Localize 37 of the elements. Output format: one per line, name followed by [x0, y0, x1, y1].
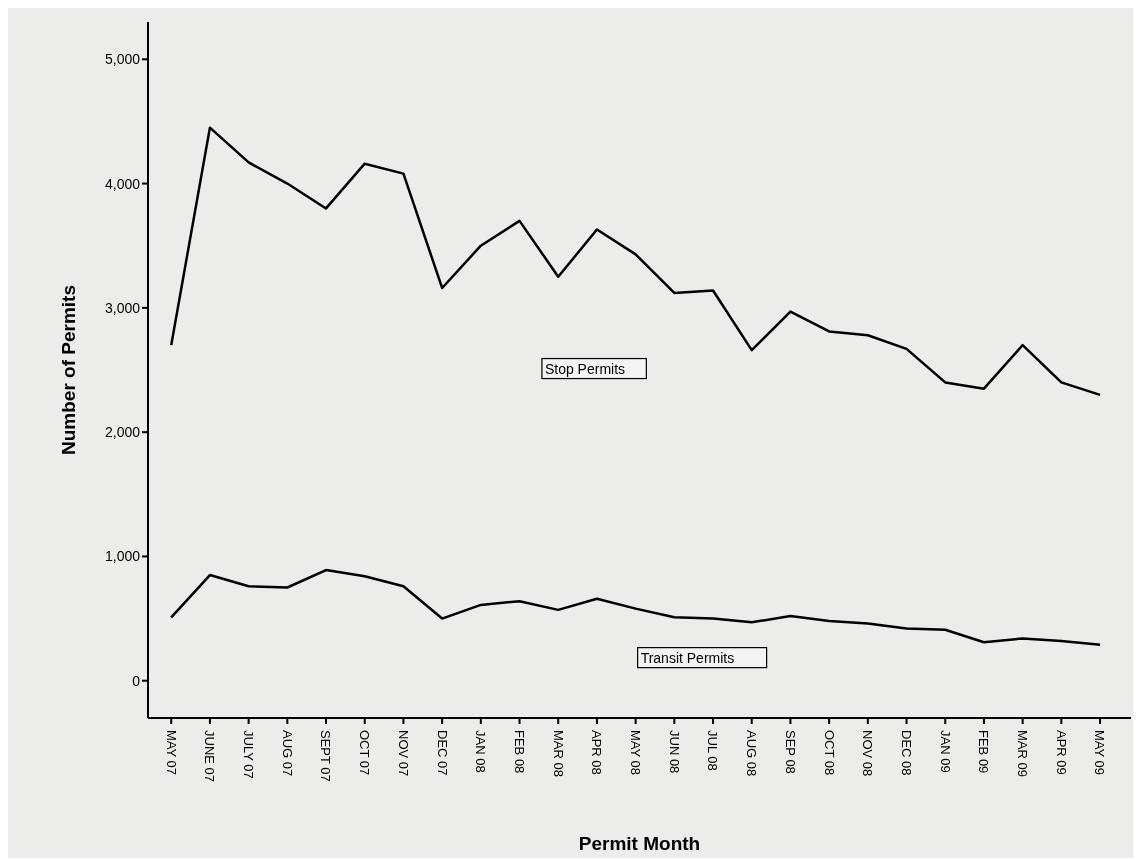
x-tick-label: MAR 09: [1015, 730, 1031, 777]
x-tick-label: JAN 08: [473, 730, 489, 773]
x-tick-label: NOV 08: [860, 730, 876, 777]
line-series: [169, 568, 1102, 646]
x-tick-label: FEB 08: [511, 730, 527, 774]
x-tick-label: AUG 07: [279, 730, 295, 777]
y-tick-label: 5,000: [104, 51, 141, 68]
x-axis-title: Permit Month: [578, 833, 701, 854]
x-tick-label: MAY 09: [1092, 730, 1108, 776]
x-tick-label: FEB 09: [976, 730, 992, 774]
line-series: [169, 126, 1102, 397]
y-tick-label: 0: [132, 672, 141, 689]
x-tick-label: JUL 08: [705, 730, 721, 771]
x-tick-label: JUN 08: [666, 730, 682, 774]
x-tick-label: MAY 08: [628, 730, 644, 776]
x-tick-label: AUG 08: [744, 730, 760, 777]
x-tick-label: OCT 08: [821, 730, 837, 776]
x-tick-label: SEPT 07: [318, 730, 334, 782]
x-tick-label: JUNE 07: [202, 730, 218, 783]
x-tick-label: DEC 07: [434, 730, 450, 776]
y-axis-title: Number of Permits: [57, 285, 79, 455]
x-tick-label: APR 08: [589, 730, 605, 775]
x-tick-label: NOV 07: [395, 730, 411, 777]
y-tick-label: 4,000: [104, 175, 141, 192]
x-tick-label: JAN 09: [937, 730, 953, 773]
x-tick-label: MAY 07: [163, 730, 179, 776]
text: Transit Permits: [640, 649, 735, 666]
x-tick-label: JULY 07: [241, 730, 257, 779]
y-tick-label: 1,000: [104, 548, 141, 565]
x-tick-label: DEC 08: [898, 730, 914, 776]
y-tick-label: 3,000: [104, 299, 141, 316]
x-tick-label: MAR 08: [550, 730, 566, 777]
y-tick-label: 2,000: [104, 424, 141, 441]
text: Stop Permits: [544, 360, 626, 377]
x-tick-label: SEP 08: [782, 730, 798, 774]
x-tick-label: OCT 07: [357, 730, 373, 776]
x-tick-label: APR 09: [1053, 730, 1069, 775]
